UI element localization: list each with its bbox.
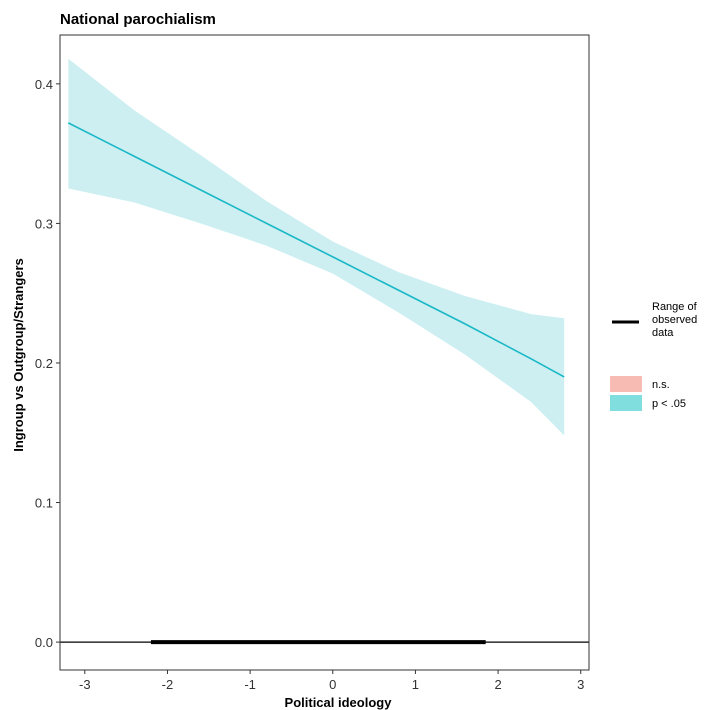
- y-tick-label: 0.1: [35, 496, 53, 511]
- y-tick-label: 0.0: [35, 635, 53, 650]
- legend-swatch: [610, 376, 642, 392]
- y-tick-label: 0.2: [35, 356, 53, 371]
- y-axis-title: Ingroup vs Outgroup/Strangers: [11, 258, 26, 452]
- chart-title: National parochialism: [60, 11, 216, 28]
- legend-item-label: p < .05: [652, 398, 686, 410]
- legend-observed-range-label: Range of observed data: [652, 301, 698, 339]
- legend-item-label: n.s.: [652, 379, 670, 391]
- x-tick-label: -2: [162, 677, 174, 692]
- legend-swatch: [610, 395, 642, 411]
- plot-area: 0.0 0.1 0.2 0.3 0.4 -3 -2 -1 0 1 2 3: [35, 34, 590, 692]
- x-axis-title: Political ideology: [285, 695, 393, 710]
- legend-label-line: observed: [652, 314, 697, 326]
- x-tick-label: -3: [79, 677, 91, 692]
- legend: Range of observed data n.s. p < .05: [610, 301, 698, 411]
- x-tick-label: 2: [494, 677, 501, 692]
- y-tick-label: 0.3: [35, 216, 53, 231]
- x-tick-label: 0: [329, 677, 336, 692]
- y-tick-label: 0.4: [35, 77, 53, 92]
- x-tick-label: 1: [412, 677, 419, 692]
- x-tick-label: -1: [244, 677, 256, 692]
- panel-border: [59, 34, 590, 671]
- confidence-ribbon: [68, 58, 565, 436]
- legend-label-line: data: [652, 327, 674, 339]
- estimate-line: [67, 122, 565, 378]
- x-tick-label: 3: [577, 677, 584, 692]
- legend-label-line: Range of: [652, 301, 698, 313]
